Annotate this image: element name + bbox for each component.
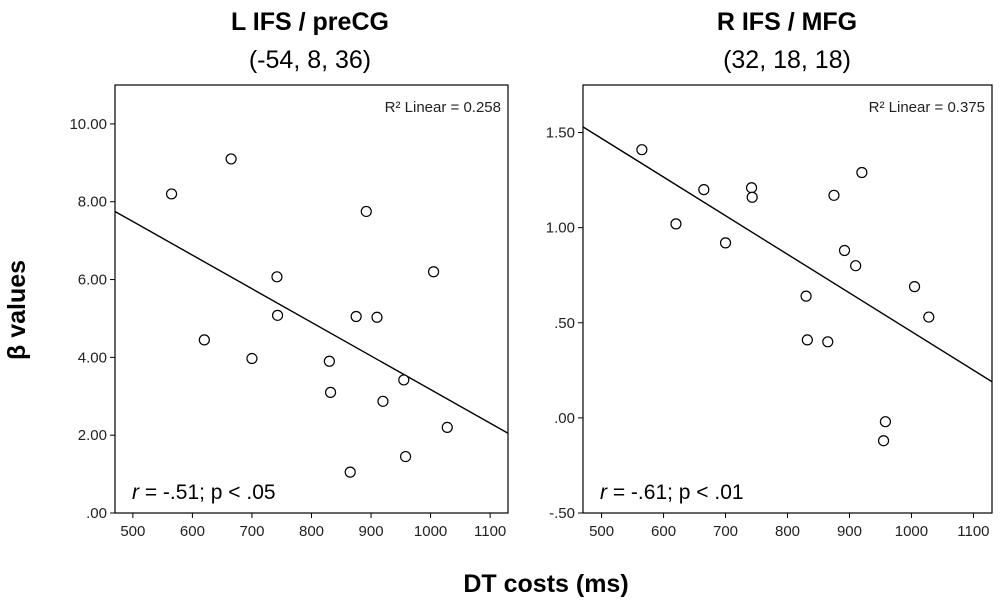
plot-frame [114, 84, 509, 514]
data-point [399, 450, 412, 463]
data-point [323, 355, 335, 367]
data-point [745, 182, 758, 194]
stat-value: = -.61; p < .01 [607, 481, 744, 504]
data-point [246, 352, 258, 365]
y-tick-label: 8.00 [78, 194, 107, 211]
stat-r-symbol: r [132, 481, 140, 504]
data-point [719, 237, 732, 249]
data-point [838, 244, 851, 257]
chart-subtitle: (32, 18, 18) [723, 46, 851, 74]
data-point [198, 334, 210, 346]
x-tick-label: 1100 [474, 523, 506, 540]
x-tick-label: 600 [180, 523, 205, 540]
data-point [850, 260, 862, 272]
data-point [908, 281, 921, 293]
data-point [344, 466, 356, 478]
x-tick-label: 600 [651, 523, 676, 540]
y-tick-label: 2.00 [78, 427, 107, 444]
panel-right-chart: R IFS / MFG (32, 18, 18) -.50 .00 .50 1.00 1.5… [546, 8, 993, 540]
r-squared-label: R² Linear = 0.375 [869, 99, 985, 116]
data-point [801, 334, 813, 346]
data-point [698, 184, 710, 196]
x-tick-label: 900 [359, 523, 384, 540]
chart-subtitle: (-54, 8, 36) [249, 46, 371, 74]
data-point [350, 310, 362, 323]
y-tick-label: -.50 [549, 505, 575, 522]
data-point [165, 188, 178, 200]
y-tick-label: 1.50 [546, 125, 575, 142]
data-point [271, 309, 284, 321]
data-point [636, 144, 648, 156]
data-point [828, 189, 840, 201]
data-point [800, 290, 812, 302]
data-point [360, 205, 372, 218]
y-tick-label: .00 [86, 505, 107, 522]
data-point [822, 336, 834, 348]
y-tick-label: .00 [554, 410, 575, 427]
x-tick-label: 1000 [895, 523, 928, 540]
x-tick-label: 1000 [414, 523, 447, 540]
x-tick-label: 800 [775, 523, 800, 540]
data-point [398, 374, 410, 386]
plot-frame [582, 84, 993, 514]
y-tick-label: 6.00 [78, 272, 107, 289]
x-tick-label: 700 [239, 523, 264, 540]
regression-line [114, 210, 509, 434]
data-point [746, 191, 758, 203]
data-point [324, 386, 337, 398]
y-tick-label: .50 [554, 315, 575, 332]
x-tick-label: 500 [589, 523, 614, 540]
correlation-stat: r = -.51; p < .05 [132, 481, 276, 504]
r-squared-label: R² Linear = 0.258 [385, 99, 501, 116]
correlation-stat: r = -.61; p < .01 [600, 481, 744, 504]
data-point [879, 416, 892, 428]
x-tick-label: 900 [837, 523, 862, 540]
y-tick-label: 4.00 [78, 349, 107, 366]
x-tick-label: 1100 [957, 523, 989, 540]
data-point [377, 395, 389, 407]
data-point [856, 166, 868, 179]
y-tick-label: 10.00 [69, 116, 107, 133]
x-tick-label: 700 [713, 523, 738, 540]
data-point [670, 218, 682, 230]
data-point [427, 266, 440, 278]
data-point [923, 311, 935, 323]
data-point [371, 311, 383, 323]
chart-title: L IFS / preCG [231, 8, 389, 36]
data-point [271, 271, 283, 283]
stat-r-symbol: r [600, 481, 608, 504]
x-tick-label: 800 [299, 523, 324, 540]
y-axis-title: β values [3, 260, 31, 360]
stat-value: = -.51; p < .05 [139, 481, 276, 504]
panel-left-chart: L IFS / preCG (-54, 8, 36) .00 2.00 4.00 6.00… [69, 8, 509, 540]
y-tick-label: 1.00 [546, 220, 575, 237]
chart-title: R IFS / MFG [717, 8, 857, 36]
data-point [441, 421, 453, 433]
data-point [877, 435, 890, 447]
regression-line [582, 126, 993, 383]
data-point [225, 153, 237, 165]
x-tick-label: 500 [120, 523, 145, 540]
x-axis-title: DT costs (ms) [463, 570, 628, 598]
